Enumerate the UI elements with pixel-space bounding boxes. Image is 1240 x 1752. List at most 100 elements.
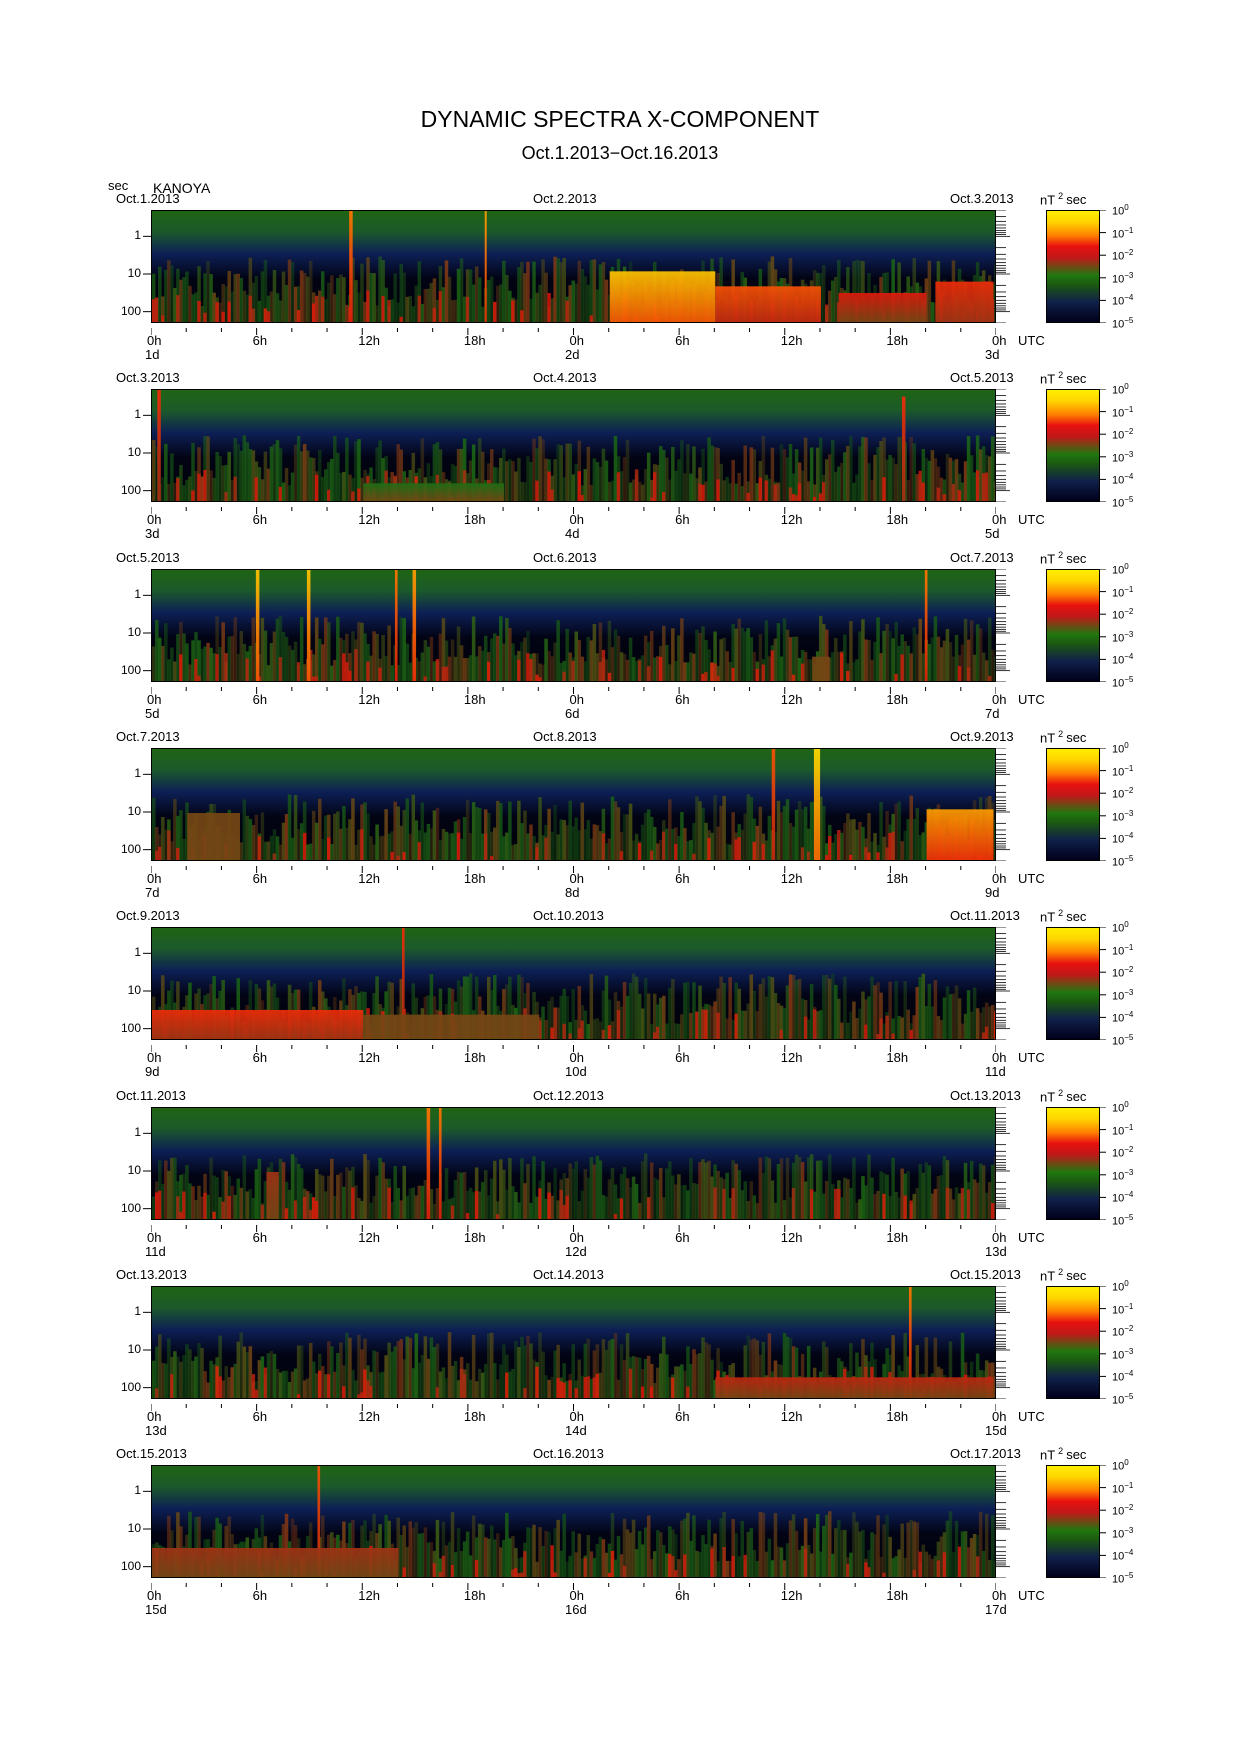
spectrum-column: [975, 1182, 980, 1219]
spectrum-column: [894, 803, 898, 860]
x-axis: [150, 861, 997, 873]
y-tick-label: 1: [134, 766, 141, 781]
spectrum-column-enhancement: [251, 308, 256, 322]
spectrum-column: [755, 825, 760, 860]
spectral-event: [484, 211, 487, 322]
spectrum-column-enhancement: [936, 1560, 941, 1577]
spectrum-column: [879, 1556, 883, 1577]
spectrum-column: [308, 260, 313, 322]
right-tick-marks: [996, 568, 1010, 683]
spectrum-column: [541, 1161, 545, 1219]
spectrum-column: [701, 1535, 705, 1577]
spectrum-column-enhancement: [152, 299, 156, 322]
colorbar-tick-base: 10: [1112, 766, 1125, 779]
spectrum-column: [369, 272, 373, 322]
colorbar-tick-exp: −4: [1124, 1369, 1134, 1379]
spectrum-column-enhancement: [891, 1033, 895, 1039]
spectrum-column: [170, 265, 174, 322]
spectrum-column: [906, 1356, 910, 1398]
spectrum-column: [456, 1380, 461, 1398]
spectrum-column: [782, 1200, 787, 1219]
x-tick-label: 12h: [358, 1050, 380, 1065]
x-tick-label: 0h: [569, 512, 584, 527]
spectrum-column: [993, 819, 995, 860]
x-tick-label: 0h: [569, 871, 584, 886]
spectrum-column: [987, 617, 992, 681]
spectrum-column: [191, 442, 195, 501]
x-tick-label: 0h: [992, 871, 1007, 886]
spectrum-column: [809, 1553, 814, 1577]
spectrum-column-enhancement: [800, 663, 805, 681]
spectrum-column: [695, 796, 699, 860]
spectrum-column: [948, 1511, 953, 1577]
spectrum-column: [637, 1531, 642, 1577]
station-name: KANOYA: [153, 180, 211, 196]
spectrum-column: [517, 266, 521, 322]
right-tick-marks: [996, 747, 1010, 862]
spectrum-column: [921, 448, 926, 501]
x-tick-label: 12h: [358, 1588, 380, 1603]
spectrum-column: [182, 838, 186, 860]
spectrum-column: [336, 616, 340, 681]
spectrum-column: [182, 633, 186, 681]
spectrum-column: [610, 796, 615, 860]
spectrum-column: [831, 973, 835, 1039]
spectrum-column: [523, 273, 527, 322]
spectrum-column: [248, 257, 253, 322]
spectrum-column: [212, 976, 216, 1039]
spectrogram-plot: [151, 1286, 996, 1399]
spectrum-column: [990, 1164, 995, 1219]
x-tick-label: 18h: [463, 1230, 486, 1245]
spectrum-column-enhancement: [761, 664, 766, 681]
spectrum-column: [164, 829, 168, 860]
spectrum-column: [287, 485, 292, 501]
spectrum-column: [556, 1007, 560, 1039]
spectrum-column-enhancement: [692, 853, 696, 860]
spectrum-column: [828, 290, 832, 322]
right-tick-marks: [996, 1464, 1010, 1579]
spectrum-column: [327, 814, 331, 860]
spectrum-column: [695, 629, 699, 681]
spectrum-column-enhancement: [278, 486, 283, 501]
spectrum-column: [562, 1173, 566, 1219]
spectrum-column-enhancement: [158, 846, 162, 860]
spectrum-column: [167, 1515, 171, 1577]
spectrum-column: [840, 462, 844, 501]
colorbar-unit-label: nT 2 sec: [1040, 908, 1086, 924]
spectrum-column: [429, 1189, 434, 1219]
spectral-event: [935, 281, 994, 322]
spectrum-column: [260, 812, 265, 860]
colorbar-tick-label: 10−5: [1112, 316, 1133, 331]
spectrum-column: [505, 984, 509, 1039]
spectrum-column: [701, 1159, 705, 1219]
spectrum-column: [915, 1345, 920, 1398]
spectrum-column: [387, 981, 391, 1039]
spectrum-column: [565, 825, 569, 860]
spectrum-column: [746, 1003, 751, 1039]
spectrum-column: [345, 437, 349, 501]
colorbar-tick-exp: −3: [1124, 270, 1134, 280]
spectrum-column: [897, 1015, 901, 1039]
spectrum-column: [155, 827, 159, 860]
x-axis-unit-label: UTC: [1018, 1409, 1045, 1424]
spectrum-column: [634, 660, 639, 681]
colorbar-tick-label: 100: [1112, 562, 1129, 577]
spectrum-column: [683, 1370, 687, 1398]
spectrum-column: [348, 1170, 352, 1219]
spectrum-column: [981, 1551, 986, 1577]
spectrum-column: [828, 1511, 832, 1577]
spectrum-column: [643, 1358, 648, 1398]
spectrum-column: [158, 637, 162, 681]
spectrum-column: [707, 437, 711, 501]
y-tick-label: 1: [134, 407, 141, 422]
spectrum-column-enhancement: [155, 1192, 159, 1219]
spectrum-column: [849, 1187, 853, 1219]
spectrum-column-enhancement: [562, 1205, 566, 1219]
spectrum-column: [574, 283, 579, 322]
spectrum-column: [296, 1163, 301, 1219]
spectrum-column: [867, 813, 871, 860]
spectrum-column: [447, 1199, 452, 1219]
spectrum-column: [351, 477, 355, 501]
spectrum-column: [870, 841, 874, 860]
spectrum-column: [758, 806, 763, 860]
